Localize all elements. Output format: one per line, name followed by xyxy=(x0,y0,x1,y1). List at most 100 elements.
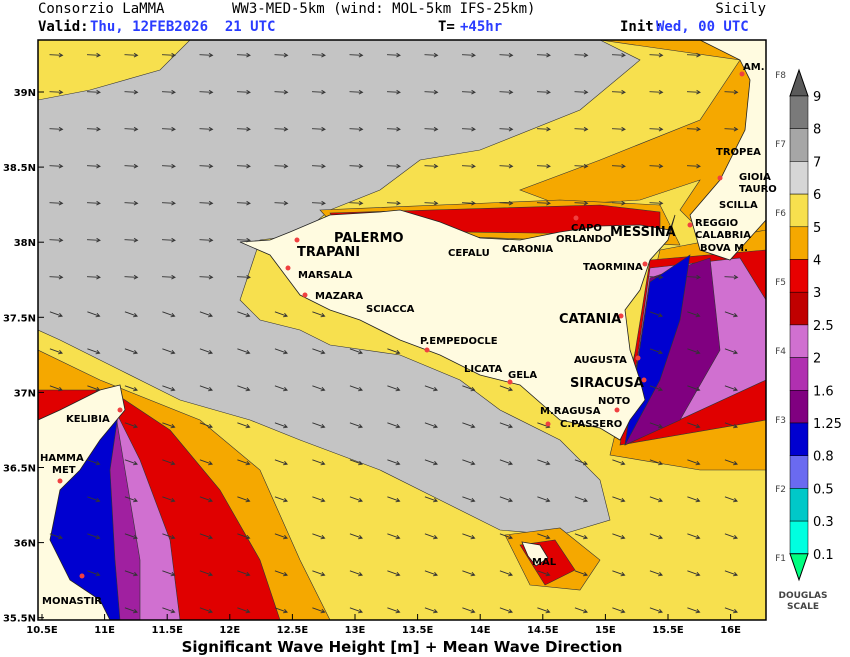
direction-arrow xyxy=(86,237,101,243)
direction-arrow xyxy=(649,607,663,614)
direction-arrow xyxy=(724,274,739,280)
direction-arrow xyxy=(349,496,363,503)
direction-arrow xyxy=(49,533,63,540)
direction-arrow xyxy=(424,200,439,206)
direction-arrow xyxy=(649,52,664,58)
direction-arrow xyxy=(649,459,663,466)
legend-swatch xyxy=(789,520,809,555)
direction-arrow xyxy=(649,570,663,577)
direction-arrow xyxy=(499,52,514,58)
lat-label: 36N xyxy=(14,539,36,550)
legend-level: 5 xyxy=(813,221,821,236)
direction-arrow xyxy=(724,496,738,503)
direction-arrow xyxy=(124,570,138,577)
direction-arrow xyxy=(349,200,364,206)
map-frame xyxy=(37,39,767,621)
direction-arrow xyxy=(686,274,701,280)
direction-arrow xyxy=(124,311,138,318)
direction-arrow xyxy=(199,348,213,355)
direction-arrow xyxy=(574,163,589,169)
direction-arrow xyxy=(236,89,251,95)
direction-arrow xyxy=(724,311,738,318)
legend-level: 0.8 xyxy=(813,450,834,465)
footer-caption: Significant Wave Height [m] + Mean Wave … xyxy=(182,638,623,656)
lon-label: 13E xyxy=(345,625,366,636)
place-label: MAL xyxy=(532,557,557,568)
direction-arrow xyxy=(461,200,476,206)
direction-arrow xyxy=(274,570,288,577)
sea-6m xyxy=(38,40,641,536)
place-dot xyxy=(79,573,85,579)
direction-arrow xyxy=(199,533,213,540)
tunisia xyxy=(38,384,126,620)
place-label: MAZARA xyxy=(315,291,363,302)
direction-arrow xyxy=(724,89,739,95)
direction-arrow xyxy=(536,89,551,95)
direction-arrow xyxy=(49,52,64,58)
direction-arrow xyxy=(49,200,64,206)
place-dot xyxy=(635,355,641,361)
direction-arrow xyxy=(349,533,363,540)
direction-arrow xyxy=(49,163,64,169)
place-label: TRAPANI xyxy=(297,245,360,260)
direction-arrow xyxy=(461,52,476,58)
direction-arrow xyxy=(349,126,364,132)
place-dots xyxy=(57,71,745,579)
direction-arrow xyxy=(236,237,251,243)
direction-arrow xyxy=(199,200,214,206)
direction-arrow xyxy=(499,422,513,429)
legend-swatch xyxy=(789,422,809,456)
legend-swatch xyxy=(789,95,809,129)
direction-arrow xyxy=(274,52,289,58)
wave-direction-arrows xyxy=(49,52,739,614)
lat-label: 35.5N xyxy=(3,614,36,625)
douglas-force: F5 xyxy=(775,278,786,288)
direction-arrow xyxy=(312,385,326,392)
direction-arrow xyxy=(312,533,326,540)
legend-swatch xyxy=(789,128,809,162)
direction-arrow xyxy=(86,163,101,169)
legend-swatch xyxy=(789,226,809,260)
direction-arrow xyxy=(86,274,101,280)
direction-arrow xyxy=(386,89,401,95)
direction-arrow xyxy=(387,459,401,466)
init-label: Init: xyxy=(620,19,662,35)
direction-arrow xyxy=(537,607,551,614)
direction-arrow xyxy=(86,89,101,95)
direction-arrow xyxy=(724,570,738,577)
direction-arrow xyxy=(236,200,251,206)
direction-arrow xyxy=(424,385,438,392)
place-dot xyxy=(573,215,579,221)
direction-arrow xyxy=(236,126,251,132)
direction-arrow xyxy=(312,311,326,318)
place-label: TAURO xyxy=(739,184,777,195)
direction-arrow xyxy=(499,459,513,466)
direction-arrow xyxy=(49,274,64,280)
direction-arrow xyxy=(424,607,438,614)
direction-arrow xyxy=(724,385,738,392)
direction-arrow xyxy=(161,237,176,243)
direction-arrow xyxy=(124,126,139,132)
direction-arrow xyxy=(199,570,213,577)
land xyxy=(38,40,766,620)
direction-arrow xyxy=(424,126,439,132)
direction-arrow xyxy=(612,533,626,540)
direction-arrow xyxy=(424,89,439,95)
legend-level: 9 xyxy=(813,90,821,105)
map-field xyxy=(38,40,766,620)
direction-arrow xyxy=(237,459,251,466)
direction-arrow xyxy=(724,422,738,429)
sicily xyxy=(239,209,676,441)
place-label: TROPEA xyxy=(716,147,761,158)
direction-arrow xyxy=(124,385,138,392)
douglas-force: F8 xyxy=(775,71,786,81)
direction-arrow xyxy=(199,422,213,429)
direction-arrow xyxy=(312,459,326,466)
axis-ticks: 10.5E 11E 11.5E 12E 12.5E 13E 13.5E 14E 14.5E 15E… xyxy=(3,88,741,636)
direction-arrow xyxy=(237,607,251,614)
direction-arrow xyxy=(462,607,476,614)
direction-arrow xyxy=(612,459,626,466)
direction-arrow xyxy=(687,422,701,429)
lon-label: 12E xyxy=(219,625,240,636)
place-label: CATANIA xyxy=(559,312,621,327)
